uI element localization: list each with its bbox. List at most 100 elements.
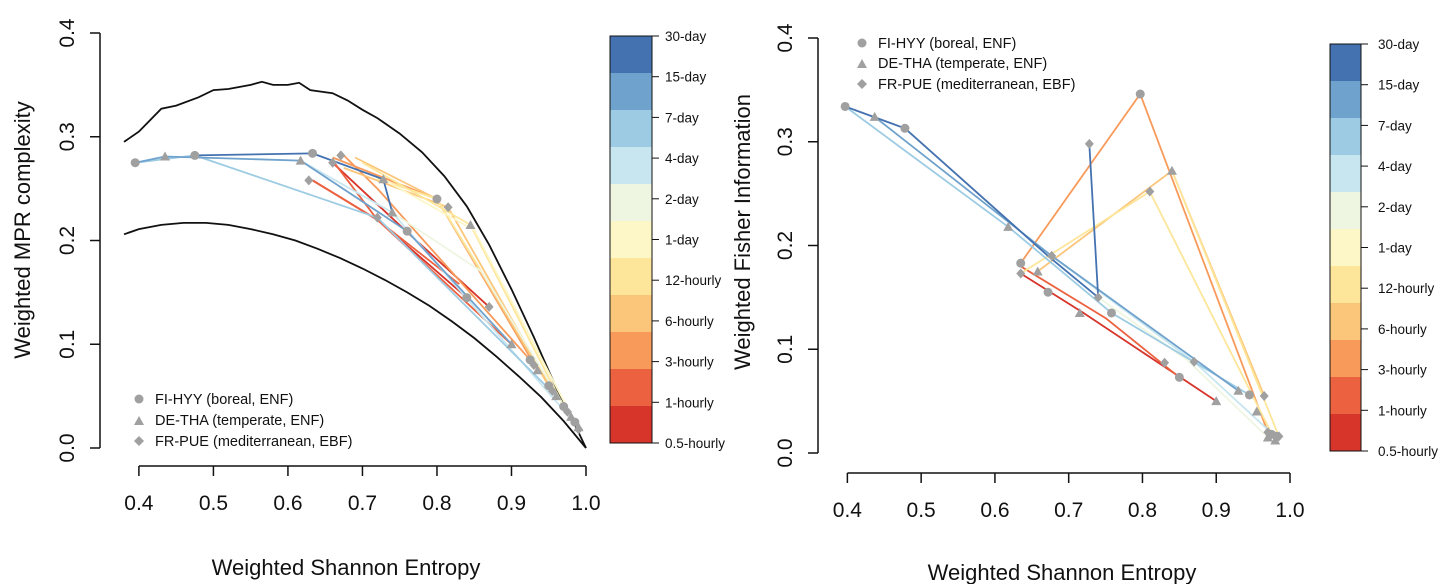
colorbar-swatch-0.5-hourly	[610, 406, 652, 444]
right-legend: FI-HYY (boreal, ENF) DE-THA (temperate, …	[857, 36, 1075, 93]
point-de-tha-4	[1074, 307, 1085, 317]
series-line-12-hourly-0	[1020, 190, 1277, 442]
colorbar-swatch-15-day	[610, 73, 652, 111]
point-de-tha-3	[378, 174, 389, 184]
point-fi-hyy-0	[462, 293, 472, 303]
point-de-tha-7	[551, 391, 562, 401]
series-line-6-hourly-0	[1037, 169, 1266, 397]
colorbar-label: 15-day	[1378, 78, 1420, 93]
colorbar-label: 3-hourly	[1378, 363, 1427, 378]
right-legend-label-fi-hyy: FI-HYY (boreal, ENF)	[878, 36, 1016, 52]
y-tick-label: 0.2	[774, 231, 797, 260]
upper-bound-curve	[123, 80, 587, 449]
colorbar-label: 4-day	[665, 151, 699, 166]
colorbar-label: 0.5-hourly	[1378, 444, 1438, 459]
colorbar-label: 1-day	[665, 233, 699, 248]
left-x-axis-title: Weighted Shannon Entropy	[212, 555, 481, 580]
point-de-tha-0	[506, 339, 517, 349]
colorbar-swatch-1-day	[1330, 229, 1361, 267]
point-fi-hyy-3	[308, 148, 318, 158]
y-tick-label: 0.4	[774, 23, 797, 53]
colorbar-swatch-3-hourly	[610, 332, 652, 370]
y-tick-label: 0.0	[56, 433, 79, 462]
point-de-tha-1	[387, 207, 398, 217]
x-tick-label: 0.8	[422, 492, 451, 515]
colorbar-swatch-7-day	[610, 110, 652, 148]
colorbar-label: 1-hourly	[665, 395, 714, 410]
point-fr-pue-3	[304, 175, 314, 186]
colorbar-label: 30-day	[665, 29, 707, 44]
x-tick-label: 0.4	[833, 499, 863, 522]
point-fi-hyy-4	[1043, 287, 1053, 297]
left-y-axis-title: Weighted MPR complexity	[10, 101, 35, 359]
colorbar-swatch-2-day	[1330, 192, 1361, 230]
x-tick-label: 0.8	[1128, 499, 1157, 522]
colorbar-swatch-6-hourly	[1330, 303, 1361, 341]
y-tick-label: 0.0	[774, 438, 797, 467]
x-tick-label: 1.0	[571, 492, 600, 515]
point-de-tha-2	[1166, 165, 1177, 175]
point-fr-pue-4	[336, 150, 346, 161]
x-tick-label: 0.5	[907, 499, 936, 522]
series-line-2-day-0	[1097, 296, 1269, 439]
colorbar-label: 12-hourly	[665, 273, 722, 288]
point-de-tha-6	[1233, 385, 1244, 395]
point-de-tha-5	[159, 151, 170, 161]
right-legend-marker-triangle	[857, 59, 867, 68]
colorbar-swatch-4-day	[610, 147, 652, 185]
colorbar-label: 15-day	[665, 70, 707, 85]
left-colorbar: 30-day 15-day 7-day 4-day 2-day 1-day 12-hourl…	[609, 29, 725, 451]
point-fi-hyy-0	[840, 101, 850, 111]
point-de-tha-0	[869, 111, 880, 121]
series-line-15-day-0	[874, 116, 1239, 392]
left-legend-label-fr-pue: FR-PUE (mediterranean, EBF)	[155, 434, 352, 450]
y-tick-label: 0.3	[56, 122, 79, 151]
y-tick-label: 0.1	[56, 330, 79, 359]
colorbar-label: 2-day	[665, 192, 699, 207]
series-line-3-hourly-0	[343, 154, 531, 361]
x-tick-label: 0.4	[124, 492, 154, 515]
series-line-1-day-0	[382, 178, 576, 423]
series-line-1-hourly-0	[1020, 265, 1180, 379]
colorbar-swatch-3-hourly	[1330, 340, 1361, 378]
point-de-tha-8	[1270, 435, 1281, 445]
colorbar-label: 2-day	[1378, 200, 1412, 215]
left-legend-marker-diamond	[134, 436, 144, 446]
point-fi-hyy-2	[432, 194, 442, 204]
y-tick-label: 0.3	[774, 127, 797, 156]
y-tick-label: 0.4	[56, 18, 79, 48]
x-tick-label: 0.7	[348, 492, 377, 515]
colorbar-swatch-2-day	[610, 184, 652, 222]
colorbar-label: 30-day	[1378, 37, 1420, 52]
left-legend: FI-HYY (boreal, ENF) DE-THA (temperate, …	[134, 392, 352, 450]
colorbar-label: 0.5-hourly	[665, 436, 725, 451]
x-tick-label: 0.9	[1202, 499, 1231, 522]
point-fr-pue-2	[443, 202, 453, 213]
right-legend-marker-diamond	[857, 79, 867, 89]
point-fr-pue-0	[1084, 138, 1094, 149]
point-fi-hyy-6	[1174, 372, 1184, 382]
series-line-0-5-hourly-0	[312, 179, 468, 299]
point-fr-pue-6	[529, 360, 539, 370]
x-tick-label: 0.7	[1054, 499, 1083, 522]
colorbar-label: 4-day	[1378, 159, 1412, 174]
point-fr-pue-8	[1263, 427, 1273, 438]
point-de-tha-4	[295, 155, 306, 165]
point-fi-hyy-2	[1135, 89, 1145, 99]
colorbar-swatch-12-hourly	[610, 258, 652, 296]
x-tick-label: 0.5	[199, 492, 228, 515]
y-tick-label: 0.1	[774, 335, 797, 364]
colorbar-swatch-1-hourly	[610, 369, 652, 407]
point-fr-pue-9	[1274, 431, 1284, 442]
colorbar-label: 7-day	[1378, 118, 1412, 133]
point-fr-pue-8	[562, 406, 572, 417]
point-fr-pue-1	[372, 212, 382, 223]
colorbar-swatch-0.5-hourly	[1330, 414, 1361, 452]
point-fi-hyy-3	[1016, 258, 1026, 268]
colorbar-swatch-1-hourly	[1330, 377, 1361, 415]
colorbar-label: 6-hourly	[1378, 322, 1427, 337]
x-tick-label: 1.0	[1275, 499, 1304, 522]
point-de-tha-5	[1211, 396, 1222, 406]
point-de-tha-8	[566, 411, 577, 421]
colorbar-swatch-30-day	[610, 36, 652, 74]
